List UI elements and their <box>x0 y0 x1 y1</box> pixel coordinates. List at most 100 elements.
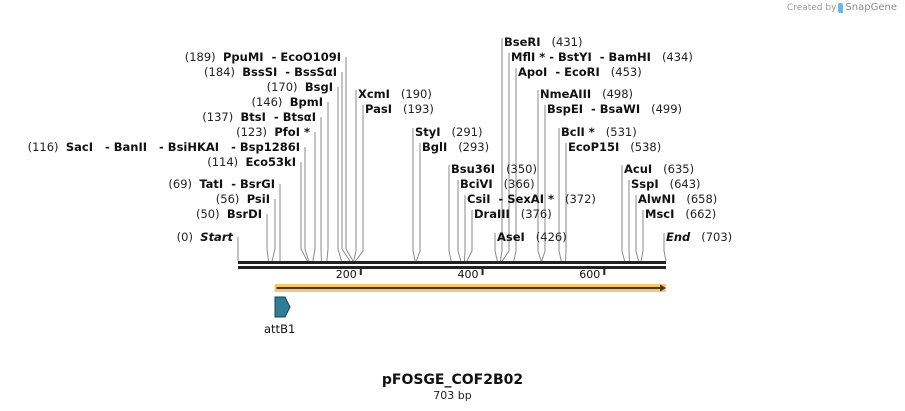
site-position: (376) <box>520 207 552 221</box>
site-connector-line <box>415 143 421 262</box>
site-connector-line <box>463 195 466 262</box>
restriction-site-acui[interactable]: AcuI (635) <box>624 162 694 176</box>
restriction-site-draiii[interactable]: DraIII (376) <box>474 207 552 221</box>
snapgene-credit: Created by SnapGene <box>787 2 897 13</box>
restriction-site-apoi[interactable]: ApoI - EcoRI (453) <box>518 65 642 79</box>
site-position: (293) <box>458 140 490 154</box>
restriction-site-bspei[interactable]: BspEI - BsaWI (499) <box>547 102 682 116</box>
site-connector-line <box>312 132 316 262</box>
restriction-site-bsrdi[interactable]: (50) BsrDI <box>196 207 262 221</box>
restriction-site-nmeaiii[interactable]: NmeAIII (498) <box>540 87 633 101</box>
site-enzyme-names: BciVI <box>460 177 493 191</box>
site-enzyme-names: PsiI <box>246 192 270 206</box>
site-connector-line <box>300 162 308 262</box>
restriction-site-saci[interactable]: (116) SacI - BanII - BsiHKAI - Bsp1286I <box>28 140 300 154</box>
restriction-site-msci[interactable]: MscI (662) <box>645 207 716 221</box>
site-position: (0) <box>176 230 193 244</box>
site-position: (146) <box>251 95 283 109</box>
restriction-site-ecop15i[interactable]: EcoP15I (538) <box>568 140 661 154</box>
site-connector-line <box>353 90 357 262</box>
site-position: (190) <box>400 87 432 101</box>
site-connector-line <box>448 165 452 262</box>
site-connector-line <box>266 214 269 262</box>
restriction-site-tati[interactable]: (69) TatI - BsrGI <box>168 177 275 191</box>
site-enzyme-names: SspI <box>631 177 659 191</box>
site-connector-line <box>345 57 354 262</box>
ruler-tick-label: 200 <box>335 268 357 281</box>
site-position: (635) <box>663 162 695 176</box>
site-enzyme-names: AcuI <box>624 162 653 176</box>
feature-attb1-arrow-icon <box>274 296 291 318</box>
restriction-site-csii[interactable]: CsiI - SexAI * (372) <box>467 192 596 206</box>
site-enzyme-names: BpmI <box>289 95 323 109</box>
restriction-site-bseri[interactable]: BseRI (431) <box>504 35 582 49</box>
restriction-site-eco53ki[interactable]: (114) Eco53kI <box>207 155 296 169</box>
site-position: (50) <box>195 207 220 221</box>
site-enzyme-names: MscI <box>645 207 675 221</box>
site-position: (434) <box>661 50 693 64</box>
site-connector-line <box>326 102 329 262</box>
restriction-site-xcmi[interactable]: XcmI (190) <box>358 87 432 101</box>
site-enzyme-names: MflI * - BstYI - BamHI <box>511 50 651 64</box>
site-position: (372) <box>564 192 596 206</box>
site-enzyme-names: EcoP15I <box>568 140 620 154</box>
site-connector-line <box>501 53 510 262</box>
site-position: (123) <box>236 125 268 139</box>
restriction-site-asei[interactable]: AseI (426) <box>497 230 567 244</box>
restriction-site-bcli[interactable]: BclI * (531) <box>561 125 637 139</box>
restriction-site-btsi[interactable]: (137) BtsI - BtsαI <box>202 110 316 124</box>
site-enzyme-names: BssSI - BssSαI <box>242 65 337 79</box>
site-connector-line <box>663 233 667 262</box>
restriction-site-bpmi[interactable]: (146) BpmI <box>251 95 323 109</box>
site-position: (114) <box>207 155 239 169</box>
credit-prefix: Created by <box>786 2 837 13</box>
site-position: (184) <box>204 65 235 79</box>
site-position: (431) <box>551 35 583 49</box>
restriction-site-end[interactable]: End (703) <box>666 230 732 244</box>
ruler-tick-label: 600 <box>579 268 601 281</box>
restriction-site-ppumi[interactable]: (189) PpuMI - EcoO109I <box>185 50 341 64</box>
site-position: (116) <box>27 140 59 154</box>
site-position: (453) <box>610 65 642 79</box>
site-enzyme-names: DraIII <box>474 207 510 221</box>
site-enzyme-names: PpuMI - EcoO109I <box>223 50 341 64</box>
feature-label-attb1[interactable]: attB1 <box>264 322 296 336</box>
site-connector-line <box>558 128 562 262</box>
site-position: (193) <box>402 102 434 116</box>
site-connector-line <box>513 68 517 262</box>
site-position: (350) <box>506 162 537 176</box>
site-position: (137) <box>202 110 234 124</box>
backbone-bottom-line <box>238 266 666 269</box>
site-connector-line <box>271 199 276 262</box>
site-connector-line <box>304 147 310 262</box>
sequence-length: 703 bp <box>433 389 472 402</box>
restriction-site-bcivi[interactable]: BciVI (366) <box>460 177 535 191</box>
site-position: (499) <box>651 102 683 116</box>
site-enzyme-names: Start <box>200 230 233 244</box>
restriction-site-psii[interactable]: (56) PsiI <box>216 192 270 206</box>
site-enzyme-names: AseI <box>497 230 525 244</box>
restriction-site-bsu36i[interactable]: Bsu36I (350) <box>451 162 537 176</box>
restriction-site-mfli[interactable]: MflI * - BstYI - BamHI (434) <box>511 50 693 64</box>
restriction-site-start[interactable]: (0) Start <box>177 230 233 244</box>
restriction-site-bsgi[interactable]: (170) BsgI <box>267 80 333 94</box>
site-connector-line <box>494 233 498 262</box>
site-connector-line <box>466 210 473 262</box>
restriction-site-styi[interactable]: StyI (291) <box>415 125 482 139</box>
site-enzyme-names: TatI - BsrGI <box>199 177 275 191</box>
restriction-site-alwni[interactable]: AlwNI (658) <box>638 192 717 206</box>
site-enzyme-names: NmeAIII <box>540 87 592 101</box>
ruler-tick <box>481 268 484 275</box>
orf-arrowhead-icon <box>660 284 666 292</box>
restriction-site-pfoi[interactable]: (123) PfoI * <box>236 125 310 139</box>
restriction-site-bgli[interactable]: BglI (293) <box>422 140 489 154</box>
site-enzyme-names: BseRI <box>504 35 541 49</box>
site-enzyme-names: PasI <box>365 102 393 116</box>
site-enzyme-names: BtsI - BtsαI <box>240 110 316 124</box>
backbone-top-line <box>238 261 666 264</box>
site-position: (189) <box>184 50 216 64</box>
restriction-site-pasi[interactable]: PasI (193) <box>365 102 434 116</box>
site-enzyme-names: CsiI - SexAI * <box>467 192 554 206</box>
restriction-site-bsssi[interactable]: (184) BssSI - BssSαI <box>204 65 337 79</box>
restriction-site-sspi[interactable]: SspI (643) <box>631 177 701 191</box>
